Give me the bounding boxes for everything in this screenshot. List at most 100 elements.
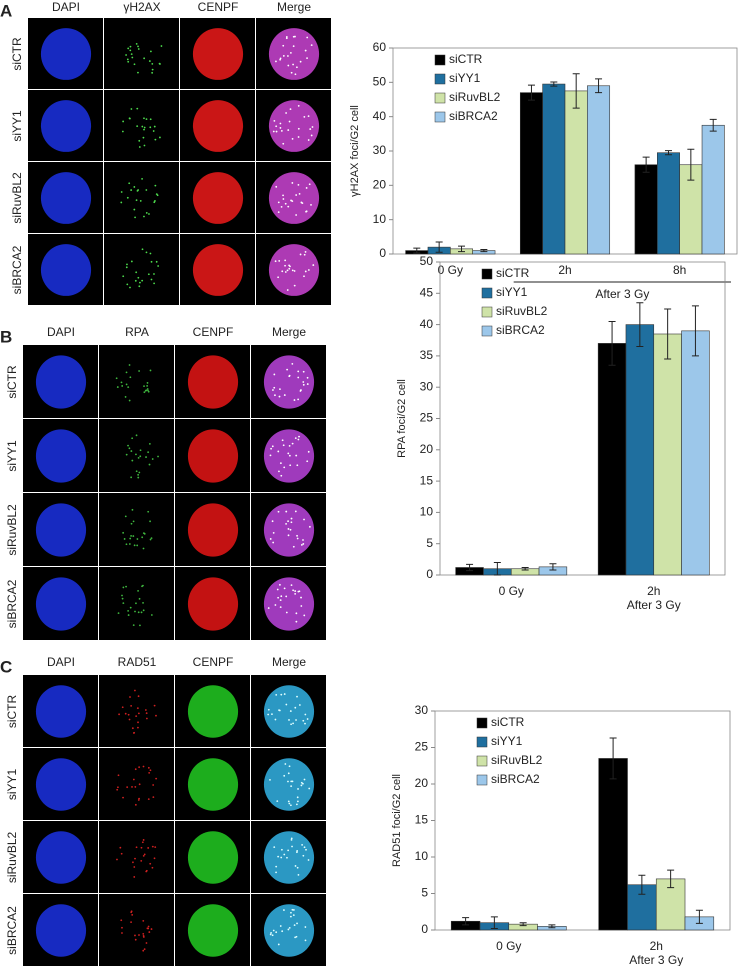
focus-dot [287, 849, 290, 852]
focus-dot [291, 908, 294, 911]
focus-dot [297, 105, 300, 107]
focus-dot [126, 283, 129, 286]
focus-dot [292, 63, 294, 66]
focus-dot [296, 849, 299, 852]
focus-dot [284, 202, 287, 205]
focus-dot [290, 517, 293, 520]
error-bar [667, 869, 675, 889]
nucleus [263, 429, 315, 483]
focus-dot [287, 780, 289, 783]
nucleus [35, 685, 87, 738]
focus-dot [294, 590, 297, 592]
column-header: DAPI [47, 655, 75, 669]
nucleus [35, 429, 87, 483]
focus-dot [122, 275, 125, 278]
focus-dot [130, 522, 133, 525]
focus-dot [286, 269, 289, 272]
focus-dot [126, 786, 129, 789]
legend-label: siYY1 [491, 734, 523, 748]
focus-dot [285, 522, 287, 525]
y-tick-label: 5 [426, 536, 433, 550]
focus-dot [157, 455, 159, 458]
focus-dot [150, 928, 153, 930]
focus-dot [145, 212, 148, 214]
y-tick-label: 20 [415, 776, 429, 790]
focus-dot [288, 926, 291, 929]
focus-dot [286, 289, 289, 291]
focus-dot [147, 510, 150, 513]
focus-dot [125, 383, 128, 386]
focus-dot [308, 787, 311, 790]
focus-dot [142, 609, 145, 612]
row-label: siBRCA2 [5, 579, 19, 628]
error-bar [527, 84, 535, 101]
error-bar [519, 922, 527, 927]
focus-dot [148, 771, 151, 774]
column-header: CENPF [198, 0, 239, 14]
focus-dot [149, 369, 152, 372]
nucleus [263, 577, 315, 631]
focus-dot [142, 765, 145, 768]
nucleus [192, 172, 244, 224]
focus-dot [272, 130, 275, 133]
focus-dot [279, 462, 282, 465]
y-tick-label: 15 [420, 473, 434, 487]
focus-dot [155, 777, 158, 780]
focus-dot [292, 35, 295, 38]
focus-dot [122, 531, 125, 534]
focus-dot [275, 693, 278, 696]
focus-dot [303, 778, 306, 781]
focus-dot [128, 718, 131, 721]
focus-dot [147, 451, 150, 454]
focus-dot [304, 722, 306, 725]
focus-dot [297, 370, 300, 373]
focus-dot [290, 71, 293, 74]
focus-dot [143, 126, 146, 129]
nucleus [268, 244, 320, 296]
focus-dot [159, 136, 161, 139]
focus-dot [142, 547, 145, 550]
focus-dot [135, 470, 138, 473]
legend-label: siBRCA2 [449, 109, 498, 123]
focus-dot [137, 71, 139, 74]
focus-dot [280, 474, 283, 477]
focus-dot [310, 134, 313, 137]
focus-dot [280, 693, 283, 696]
focus-dot [130, 189, 133, 191]
focus-dot [298, 435, 300, 438]
focus-dot [139, 449, 142, 452]
focus-dot [116, 386, 119, 388]
focus-dot [138, 766, 141, 769]
focus-dot [297, 136, 300, 138]
focus-dot [145, 712, 148, 715]
focus-dot [149, 118, 152, 121]
focus-dot [152, 784, 155, 786]
focus-dot [134, 786, 137, 788]
focus-dot [290, 837, 293, 840]
y-tick-label: 60 [373, 40, 387, 54]
focus-dot [297, 127, 300, 130]
focus-dot [130, 911, 133, 914]
micrograph [99, 821, 174, 893]
row-label: siRuvBL2 [10, 172, 24, 224]
y-tick-label: 30 [415, 703, 429, 717]
focus-dot [269, 933, 272, 936]
focus-dot [277, 211, 280, 214]
micrograph [104, 162, 179, 233]
focus-dot [129, 45, 132, 48]
focus-dot [292, 589, 295, 592]
focus-dot [137, 611, 140, 614]
focus-dot [139, 281, 141, 284]
focus-dot [134, 938, 137, 941]
focus-dot [283, 394, 286, 396]
focus-dot [125, 585, 127, 588]
focus-dot [151, 845, 154, 848]
focus-dot [142, 839, 145, 841]
focus-dot [294, 865, 297, 867]
row-label: siCTR [5, 365, 19, 399]
focus-dot [149, 862, 152, 865]
focus-dot [137, 726, 139, 729]
focus-dot [133, 208, 136, 211]
error-bar [458, 245, 466, 253]
focus-dot [135, 199, 138, 202]
